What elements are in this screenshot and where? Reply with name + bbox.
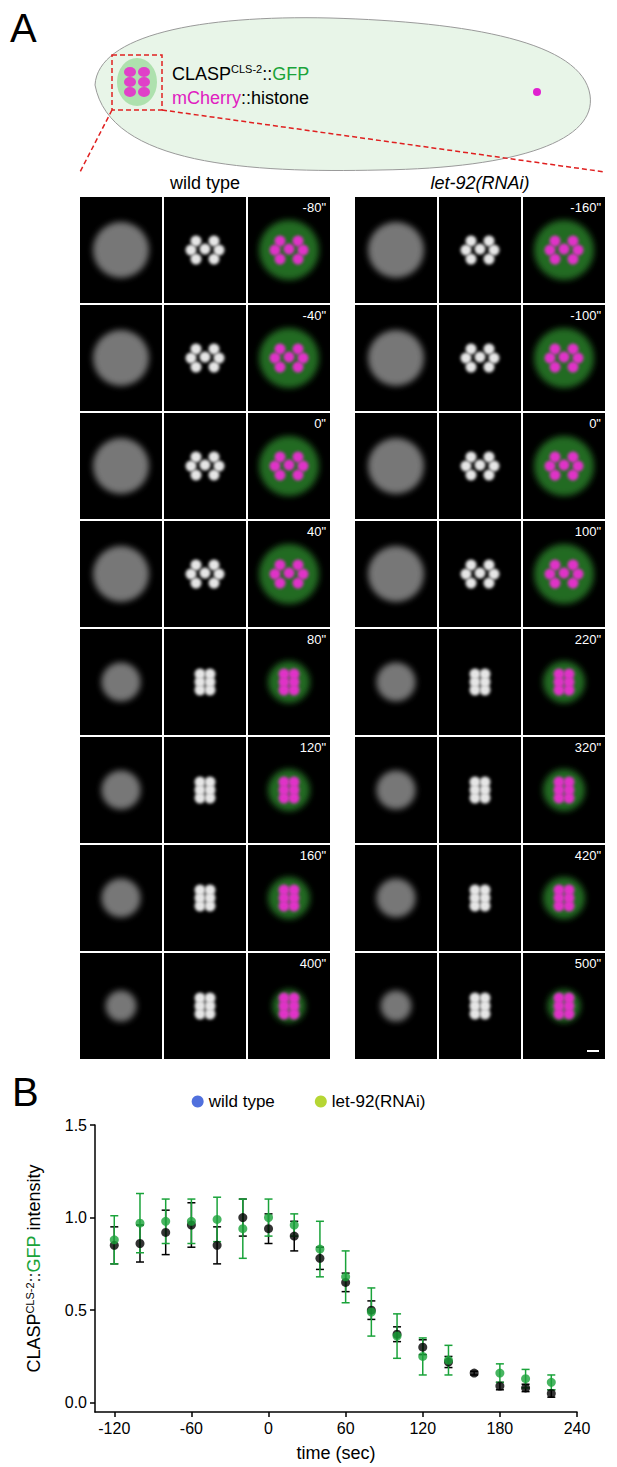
svg-text:0": 0" xyxy=(589,416,601,431)
svg-text:0.0: 0.0 xyxy=(65,1394,87,1411)
svg-text:120: 120 xyxy=(409,1420,436,1437)
svg-text:-80": -80" xyxy=(303,200,327,215)
svg-text:1.5: 1.5 xyxy=(65,1117,87,1134)
svg-text:CLASPCLS-2::GFP: CLASPCLS-2::GFP xyxy=(172,63,309,84)
svg-text:220": 220" xyxy=(575,632,602,647)
svg-text:-40": -40" xyxy=(303,308,327,323)
svg-text:0: 0 xyxy=(264,1420,273,1437)
svg-text:500": 500" xyxy=(575,956,602,971)
svg-text:-60: -60 xyxy=(180,1420,203,1437)
svg-text:wild type: wild type xyxy=(208,1092,275,1111)
svg-text:-120: -120 xyxy=(98,1420,130,1437)
svg-text:240: 240 xyxy=(564,1420,591,1437)
svg-text:60: 60 xyxy=(337,1420,355,1437)
svg-text:1.0: 1.0 xyxy=(65,1209,87,1226)
svg-text:400": 400" xyxy=(300,956,327,971)
svg-text:CLS-2: CLS-2 xyxy=(24,1282,36,1313)
html-text:B: B xyxy=(12,1070,39,1114)
svg-text:::: :: xyxy=(24,1272,44,1282)
svg-text:320": 320" xyxy=(575,740,602,755)
svg-text:CLASP: CLASP xyxy=(24,1314,44,1373)
svg-text:wild type: wild type xyxy=(169,173,240,193)
svg-text:-160": -160" xyxy=(570,200,601,215)
svg-text:0.5: 0.5 xyxy=(65,1302,87,1319)
svg-text:160": 160" xyxy=(300,848,327,863)
svg-text:120": 120" xyxy=(300,740,327,755)
svg-text:80": 80" xyxy=(307,632,326,647)
svg-text:420": 420" xyxy=(575,848,602,863)
svg-text:0": 0" xyxy=(314,416,326,431)
svg-text:-100": -100" xyxy=(570,308,601,323)
svg-text:intensity: intensity xyxy=(24,1164,44,1235)
svg-text:40": 40" xyxy=(307,524,326,539)
svg-text:A: A xyxy=(10,6,37,50)
svg-text:GFP: GFP xyxy=(24,1235,44,1272)
svg-text:time (sec): time (sec) xyxy=(296,1443,375,1463)
svg-text:100": 100" xyxy=(575,524,602,539)
svg-text:180: 180 xyxy=(487,1420,514,1437)
svg-text:let-92(RNAi): let-92(RNAi) xyxy=(430,173,529,193)
svg-text:mCherry::histone: mCherry::histone xyxy=(172,88,309,108)
svg-text:let-92(RNAi): let-92(RNAi) xyxy=(332,1092,426,1111)
